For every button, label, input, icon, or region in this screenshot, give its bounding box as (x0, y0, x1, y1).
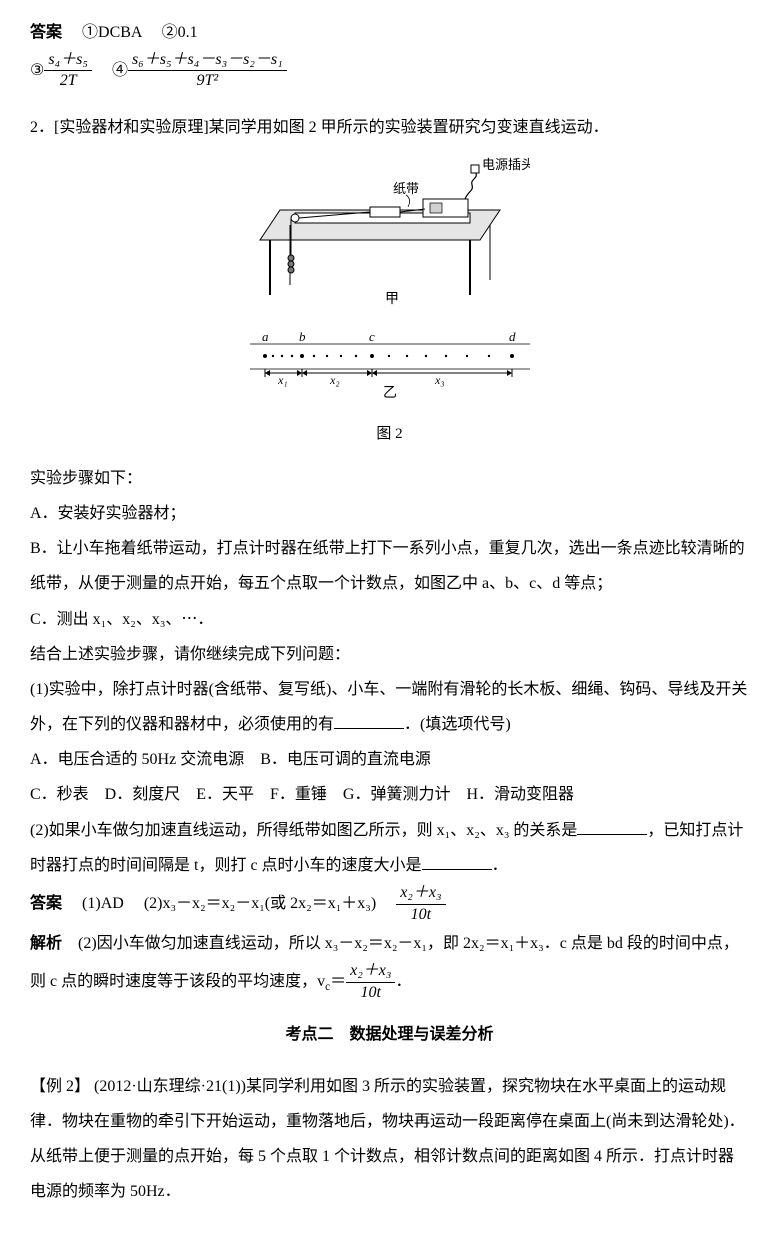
fig-yi-subcap: 乙 (383, 385, 397, 399)
section2-title: 考点二 数据处理与误差分析 (30, 1017, 749, 1052)
frac-num: x₂＋x₃ (396, 883, 445, 905)
continue-lead: 结合上述实验步骤，请你继续完成下列问题： (30, 637, 749, 672)
q2-p2: (2)如果小车做匀加速直线运动，所得纸带如图乙所示，则 x₁、x₂、x₃ 的关系… (30, 813, 749, 883)
dot-label-a: a (262, 329, 269, 344)
explain2-label: 解析 (30, 935, 62, 952)
blank-2 (577, 818, 647, 835)
answer2-line: 答案 (1)AD (2)x₃－x₂＝x₂－x₁(或 2x₂＝x₁＋x₃) x₂＋… (30, 883, 749, 926)
q2-p2c: ． (492, 857, 508, 874)
frac-num: s₆＋s₅＋s₄－s₃－s₂－s₁ (128, 50, 287, 72)
frac-den: 10t (346, 983, 395, 1004)
step-c: C．测出 x₁、x₂、x₃、⋯． (30, 602, 749, 637)
q2-p2a: (2)如果小车做匀加速直线运动，所得纸带如图乙所示，则 x₁、x₂、x₃ 的关系… (30, 822, 577, 839)
dot-label-d: d (509, 329, 516, 344)
explain2-frac: x₂＋x₃ 10t (346, 961, 395, 1004)
label-power: 电源插头 (482, 157, 530, 172)
frac-den: 10t (396, 905, 445, 926)
example2-lead: 【例 2】 (2012·山东理综·21(1))某同学利用如图 3 所示的实验装置… (30, 1069, 749, 1210)
figure-jia-wrap: 电源插头 纸带 甲 (30, 155, 749, 318)
figure-yi-svg: a b c d x₁ x₂ x₃ 乙 (240, 329, 540, 399)
frac-den: 2T (44, 71, 92, 92)
answer-item3-frac: s₄＋s₅ 2T (44, 50, 92, 93)
answer-block-1-line2: ③ s₄＋s₅ 2T ④ s₆＋s₅＋s₄－s₃－s₂－s₁ 9T² (30, 50, 749, 93)
figure2-caption: 图 2 (30, 418, 749, 451)
dot-label-b: b (299, 329, 306, 344)
answer2-a1: (1)AD (82, 895, 124, 912)
fig-jia-subcap: 甲 (385, 292, 399, 305)
seg-x2: x₂ (329, 373, 340, 387)
answer-item1: ①DCBA (82, 24, 142, 41)
q2-optAB: A．电压合适的 50Hz 交流电源 B．电压可调的直流电源 (30, 742, 749, 777)
answer-item4-prefix: ④ (112, 62, 128, 79)
answer2-frac: x₂＋x₃ 10t (396, 883, 445, 926)
q2-p1b: ．(填选项代号) (404, 716, 511, 733)
frac-num: s₄＋s₅ (44, 50, 92, 72)
frac-den: 9T² (128, 71, 287, 92)
seg-x3: x₃ (434, 373, 445, 387)
q2-optRest: C．秒表 D．刻度尺 E．天平 F．重锤 G．弹簧测力计 H．滑动变阻器 (30, 777, 749, 812)
steps-lead: 实验步骤如下： (30, 461, 749, 496)
figure-yi-wrap: a b c d x₁ x₂ x₃ 乙 图 2 (30, 329, 749, 451)
seg-x1: x₁ (277, 373, 288, 387)
explain2: 解析 (2)因小车做匀加速直线运动，所以 x₃－x₂＝x₂－x₁，即 2x₂＝x… (30, 926, 749, 1004)
figure-jia-svg: 电源插头 纸带 甲 (250, 155, 530, 305)
blank-3 (422, 853, 492, 870)
period: ． (395, 973, 411, 990)
step-b: B．让小车拖着纸带运动，打点计时器在纸带上打下一系列小点，重复几次，选出一条点迹… (30, 531, 749, 601)
answer-label: 答案 (30, 24, 62, 41)
step-a: A．安装好实验器材； (30, 496, 749, 531)
answer-item2: ②0.1 (162, 24, 198, 41)
dot-label-c: c (369, 329, 375, 344)
blank-1 (334, 712, 404, 729)
frac-num: x₂＋x₃ (346, 961, 395, 983)
answer2-a2: (2)x₃－x₂＝x₂－x₁(或 2x₂＝x₁＋x₃) (144, 895, 376, 912)
answer-block-1-line1: 答案 ①DCBA ②0.1 (30, 20, 749, 46)
answer-item4-frac: s₆＋s₅＋s₄－s₃－s₂－s₁ 9T² (128, 50, 287, 93)
answer-item3-prefix: ③ (30, 62, 44, 79)
q2-p1: (1)实验中，除打点计时器(含纸带、复写纸)、小车、一端附有滑轮的长木板、细绳、… (30, 672, 749, 742)
label-tape: 纸带 (393, 181, 419, 196)
eq-sign: ＝ (330, 973, 346, 990)
answer2-label: 答案 (30, 895, 62, 912)
q2-lead: 2．[实验器材和实验原理]某同学用如图 2 甲所示的实验装置研究匀变速直线运动． (30, 110, 749, 145)
